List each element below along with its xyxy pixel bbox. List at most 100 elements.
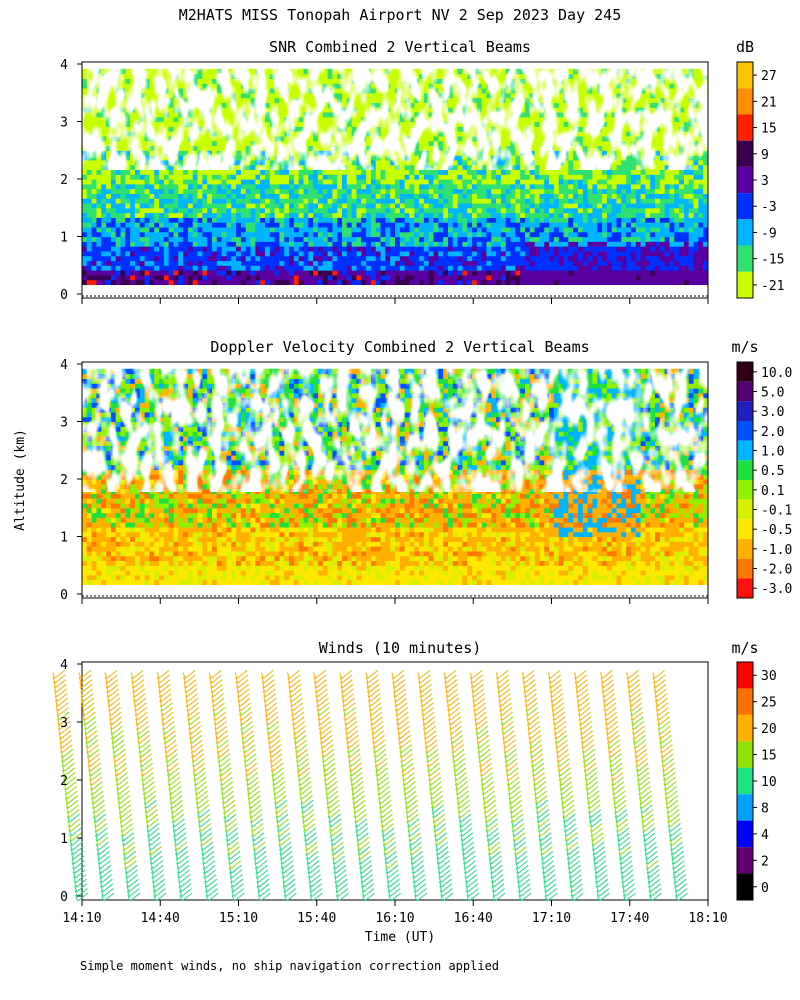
snr-cell bbox=[529, 222, 536, 228]
snr-cell bbox=[419, 202, 425, 209]
snr-cell bbox=[568, 231, 574, 238]
snr-cell bbox=[125, 183, 131, 190]
snr-cell bbox=[245, 188, 252, 194]
snr-cell bbox=[563, 260, 569, 266]
snr-cell bbox=[534, 246, 541, 252]
snr-cell bbox=[255, 236, 261, 242]
snr-cell bbox=[515, 241, 521, 247]
snr-cell bbox=[457, 274, 464, 281]
snr-cell bbox=[255, 193, 261, 199]
snr-cell bbox=[486, 202, 492, 209]
snr-cell bbox=[380, 279, 386, 286]
snr-cell bbox=[240, 217, 247, 223]
snr-cell bbox=[505, 207, 512, 214]
snr-cell bbox=[298, 274, 305, 281]
snr-cell bbox=[115, 217, 122, 223]
snr-cell bbox=[611, 231, 618, 238]
snr-cell bbox=[216, 183, 223, 190]
snr-cell bbox=[390, 202, 396, 209]
snr-cell bbox=[553, 217, 560, 223]
snr-cell bbox=[163, 250, 170, 257]
snr-cell bbox=[226, 193, 232, 199]
snr-cell bbox=[250, 241, 256, 247]
snr-cell bbox=[120, 222, 126, 228]
snr-cell bbox=[120, 217, 126, 223]
snr-cell bbox=[284, 236, 290, 242]
snr-cell bbox=[346, 231, 353, 238]
snr-cell bbox=[520, 231, 526, 238]
snr-cell bbox=[525, 231, 531, 238]
snr-cell bbox=[159, 207, 165, 214]
snr-cell bbox=[289, 260, 295, 266]
snr-cell bbox=[231, 193, 237, 199]
snr-cell bbox=[491, 169, 497, 175]
snr-cell bbox=[279, 222, 285, 228]
snr-cell bbox=[101, 279, 107, 286]
snr-cell bbox=[563, 265, 569, 271]
snr-cell bbox=[332, 260, 338, 266]
snr-cell bbox=[115, 198, 122, 204]
snr-cell bbox=[149, 212, 155, 218]
snr-cell bbox=[452, 179, 459, 185]
snr-cell bbox=[173, 260, 179, 266]
snr-cell bbox=[250, 226, 256, 233]
snr-cell bbox=[491, 250, 497, 257]
snr-cell bbox=[592, 179, 598, 185]
snr-cell bbox=[534, 279, 541, 286]
snr-cell bbox=[317, 260, 324, 266]
snr-cell bbox=[154, 265, 160, 271]
snr-cell bbox=[110, 188, 117, 194]
snr-cell bbox=[245, 198, 252, 204]
snr-cell bbox=[375, 212, 382, 218]
snr-cell bbox=[351, 265, 358, 271]
snr-cell bbox=[110, 246, 117, 252]
snr-cell bbox=[399, 169, 406, 175]
snr-cell bbox=[587, 231, 594, 238]
snr-cell bbox=[462, 236, 468, 242]
snr-cell bbox=[115, 179, 122, 185]
snr-cell bbox=[577, 169, 584, 175]
snr-cell bbox=[154, 198, 160, 204]
snr-cell bbox=[573, 202, 579, 209]
snr-cell bbox=[525, 274, 531, 281]
snr-cell bbox=[491, 174, 497, 180]
snr-cell bbox=[327, 226, 333, 233]
snr-cell bbox=[361, 279, 367, 286]
snr-cell bbox=[202, 222, 208, 228]
snr-cell bbox=[289, 222, 295, 228]
snr-cell bbox=[221, 236, 228, 242]
snr-cell bbox=[573, 212, 579, 218]
snr-cell bbox=[375, 198, 382, 204]
snr-cell bbox=[163, 188, 170, 194]
snr-cell bbox=[433, 193, 439, 199]
snr-cell bbox=[269, 250, 276, 257]
snr-cell bbox=[183, 270, 189, 276]
snr-cell bbox=[534, 241, 541, 247]
snr-cell bbox=[409, 202, 415, 209]
snr-cell bbox=[212, 193, 218, 199]
snr-cell bbox=[438, 260, 444, 266]
snr-cell bbox=[419, 246, 425, 252]
snr-cell bbox=[361, 265, 367, 271]
snr-cell bbox=[597, 188, 603, 194]
snr-cell bbox=[539, 198, 545, 204]
snr-cell bbox=[86, 222, 93, 228]
snr-cell bbox=[525, 241, 531, 247]
snr-cell bbox=[409, 265, 415, 271]
snr-cell bbox=[139, 226, 146, 233]
snr-cell bbox=[409, 222, 415, 228]
snr-cell bbox=[491, 236, 497, 242]
snr-cell bbox=[409, 193, 415, 199]
snr-cell bbox=[154, 236, 160, 242]
snr-cell bbox=[149, 274, 155, 281]
snr-cell bbox=[515, 193, 521, 199]
snr-cell bbox=[447, 270, 454, 276]
snr-cell bbox=[260, 174, 266, 180]
snr-cell bbox=[216, 207, 223, 214]
snr-cell bbox=[139, 270, 146, 276]
snr-cell bbox=[423, 193, 430, 199]
snr-cell bbox=[553, 193, 560, 199]
snr-cell bbox=[351, 260, 358, 266]
snr-cell bbox=[534, 274, 541, 281]
snr-cell bbox=[500, 279, 507, 286]
